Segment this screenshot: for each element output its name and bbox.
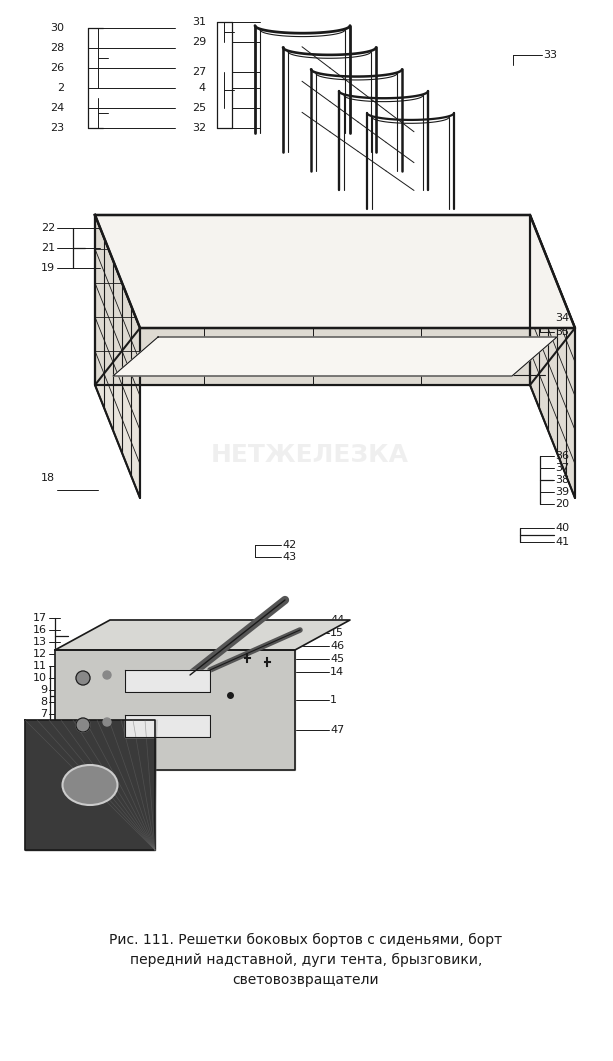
Text: 40: 40: [555, 523, 569, 533]
Text: 46: 46: [330, 641, 344, 651]
Text: 5: 5: [40, 765, 47, 775]
Text: 45: 45: [330, 654, 344, 664]
Text: световозвращатели: световозвращатели: [233, 973, 379, 987]
Text: 18: 18: [41, 473, 55, 483]
Text: 4: 4: [199, 83, 206, 93]
Polygon shape: [95, 328, 575, 385]
Text: 31: 31: [192, 17, 206, 27]
Text: 1: 1: [330, 695, 337, 705]
Text: 10: 10: [33, 673, 47, 683]
Text: 15: 15: [330, 628, 344, 638]
Text: 27: 27: [192, 67, 206, 77]
Text: 24: 24: [50, 103, 64, 114]
Text: 23: 23: [50, 123, 64, 133]
Text: 42: 42: [282, 540, 296, 550]
Text: Рис. 111. Решетки боковых бортов с сиденьями, борт: Рис. 111. Решетки боковых бортов с сиден…: [110, 933, 503, 947]
Text: 3: 3: [40, 777, 47, 787]
Text: 25: 25: [192, 103, 206, 114]
Text: 33: 33: [543, 50, 557, 60]
Polygon shape: [125, 715, 210, 737]
Polygon shape: [95, 215, 530, 385]
Text: 7: 7: [40, 709, 47, 719]
Text: 36: 36: [555, 451, 569, 460]
Text: 34: 34: [555, 313, 569, 323]
Polygon shape: [25, 720, 155, 850]
Polygon shape: [125, 669, 210, 692]
Ellipse shape: [63, 765, 118, 805]
Polygon shape: [95, 215, 575, 328]
Text: 8: 8: [40, 697, 47, 707]
Text: 41: 41: [555, 537, 569, 547]
Polygon shape: [95, 215, 140, 498]
Text: 17: 17: [33, 613, 47, 623]
Text: 30: 30: [50, 23, 64, 33]
Text: 19: 19: [41, 263, 55, 273]
Text: 47: 47: [330, 725, 345, 735]
Circle shape: [103, 718, 111, 726]
Text: 43: 43: [282, 552, 296, 562]
Text: 14: 14: [330, 667, 344, 677]
Text: 29: 29: [192, 37, 206, 47]
Text: 39: 39: [555, 487, 569, 497]
Text: 11: 11: [33, 661, 47, 671]
Text: 37: 37: [555, 463, 569, 473]
Text: НЕТЖЕЛЕЗКА: НЕТЖЕЛЕЗКА: [211, 443, 409, 467]
Text: 32: 32: [192, 123, 206, 133]
Polygon shape: [55, 650, 295, 770]
Circle shape: [76, 671, 90, 685]
Polygon shape: [530, 215, 575, 498]
Text: 16: 16: [33, 625, 47, 634]
Text: 12: 12: [33, 649, 47, 659]
Polygon shape: [55, 620, 350, 650]
Text: 21: 21: [41, 243, 55, 253]
Circle shape: [76, 718, 90, 732]
Text: 22: 22: [40, 223, 55, 233]
Text: передний надставной, дуги тента, брызговики,: передний надставной, дуги тента, брызгов…: [130, 953, 482, 967]
Text: 44: 44: [330, 615, 345, 625]
Text: 6: 6: [40, 721, 47, 731]
Text: 35: 35: [555, 327, 569, 337]
Text: 9: 9: [40, 685, 47, 695]
Polygon shape: [113, 337, 557, 376]
Text: 13: 13: [33, 637, 47, 647]
Text: 28: 28: [50, 44, 64, 53]
Text: 38: 38: [555, 475, 569, 485]
Circle shape: [103, 671, 111, 679]
Text: 26: 26: [50, 63, 64, 73]
Text: 20: 20: [555, 499, 569, 509]
Text: 2: 2: [57, 83, 64, 93]
